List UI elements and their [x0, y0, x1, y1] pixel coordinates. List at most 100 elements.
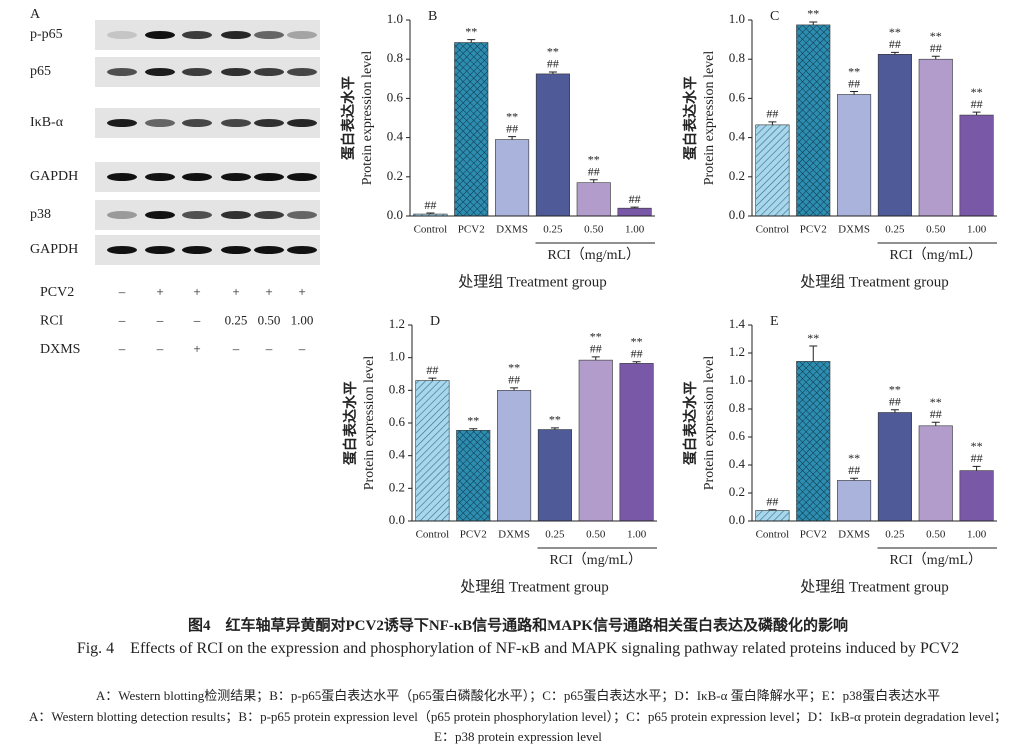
y-label-cn: 蛋白表达水平: [682, 76, 699, 160]
error-bar: [467, 39, 476, 43]
band: [287, 246, 317, 254]
bar: [959, 114, 994, 217]
significance: **: [889, 25, 901, 39]
band: [145, 211, 175, 219]
treatment-mark: –: [118, 284, 126, 299]
band-label: GAPDH: [30, 242, 78, 257]
bar: [837, 480, 872, 522]
band-label: p38: [30, 207, 51, 222]
y-tick-label: 0.2: [729, 484, 745, 499]
bar: [918, 58, 953, 217]
treatment-mark: 0.50: [258, 312, 281, 327]
x-tick-label: PCV2: [800, 224, 827, 236]
error-bar: [632, 361, 641, 364]
x-tick-label: DXMS: [498, 529, 530, 541]
error-bar: [510, 387, 519, 391]
treatment-mark: 0.25: [225, 312, 248, 327]
significance: **: [465, 24, 477, 38]
band: [145, 68, 175, 76]
treatment-mark: –: [193, 312, 201, 327]
group-label: RCI（mg/mL）: [547, 247, 640, 263]
significance: **: [467, 413, 479, 427]
treatment-label: PCV2: [40, 285, 74, 300]
band: [107, 211, 137, 219]
band: [254, 246, 284, 254]
bar: [959, 470, 994, 522]
treatment-mark: –: [156, 312, 164, 327]
significance: ##: [930, 407, 942, 421]
y-tick-label: 0.2: [729, 168, 745, 183]
band: [221, 246, 251, 254]
bar: [537, 429, 572, 522]
band-label: IκB-α: [30, 115, 64, 130]
band: [287, 211, 317, 219]
treatment-mark: –: [265, 341, 273, 356]
group-label: RCI（mg/mL）: [889, 247, 982, 263]
error-bar: [768, 509, 777, 511]
caption-note-cn: A：Western blotting检测结果；B：p-p65蛋白表达水平（p65…: [95, 688, 941, 703]
x-tick-label: 0.50: [926, 224, 946, 236]
significance: ##: [590, 342, 602, 356]
error-bar: [508, 136, 517, 140]
significance: **: [848, 451, 860, 465]
band: [254, 68, 284, 76]
band: [182, 173, 212, 181]
y-tick-label: 1.2: [389, 316, 405, 331]
significance: ##: [889, 394, 901, 408]
error-bar: [931, 55, 940, 60]
significance: **: [807, 7, 819, 21]
band: [221, 31, 251, 39]
treatment-mark: +: [193, 284, 200, 299]
significance: **: [508, 361, 520, 375]
band: [221, 68, 251, 76]
x-tick-label: 0.25: [543, 224, 563, 236]
y-tick-label: 0.0: [729, 207, 745, 222]
band: [254, 31, 284, 39]
significance: ##: [848, 76, 860, 90]
bar: [495, 139, 530, 217]
significance: **: [547, 45, 559, 59]
significance: ##: [629, 192, 641, 206]
y-tick-label: 0.8: [387, 50, 403, 65]
treatment-label: DXMS: [40, 342, 80, 357]
significance: **: [807, 331, 819, 345]
band: [182, 246, 212, 254]
treatment-mark: –: [118, 341, 126, 356]
bar: [796, 24, 831, 217]
error-bar: [850, 91, 859, 95]
significance: ##: [766, 107, 778, 121]
significance: ##: [424, 198, 436, 212]
bar: [837, 94, 872, 217]
bar: [578, 359, 613, 522]
treatment-mark: –: [156, 341, 164, 356]
y-tick-label: 1.0: [389, 349, 405, 364]
x-tick-label: 0.50: [584, 224, 604, 236]
significance: ##: [588, 164, 600, 178]
x-tick-label: PCV2: [458, 224, 485, 236]
error-bar: [972, 111, 981, 116]
significance: **: [590, 330, 602, 344]
treatment-mark: +: [232, 284, 239, 299]
significance: ##: [889, 37, 901, 51]
bar: [877, 412, 912, 522]
x-tick-label: 0.50: [586, 529, 606, 541]
treatment-mark: –: [232, 341, 240, 356]
x-tick-label: PCV2: [800, 529, 827, 541]
y-tick-label: 0.2: [387, 168, 403, 183]
x-label: 处理组 Treatment group: [800, 578, 949, 595]
error-bar: [589, 179, 598, 183]
band-label: GAPDH: [30, 169, 78, 184]
significance: ##: [766, 495, 778, 509]
bar: [576, 182, 611, 217]
band: [221, 119, 251, 127]
band: [107, 246, 137, 254]
significance: **: [549, 413, 561, 427]
y-tick-label: 0.8: [389, 381, 405, 396]
treatment-mark: –: [118, 312, 126, 327]
y-tick-label: 0.4: [729, 456, 746, 471]
significance: ##: [971, 97, 983, 111]
x-tick-label: 0.25: [885, 529, 905, 541]
y-tick-label: 1.4: [729, 316, 746, 331]
caption-note-en: A：Western blotting detection results；B：p…: [28, 709, 1008, 744]
